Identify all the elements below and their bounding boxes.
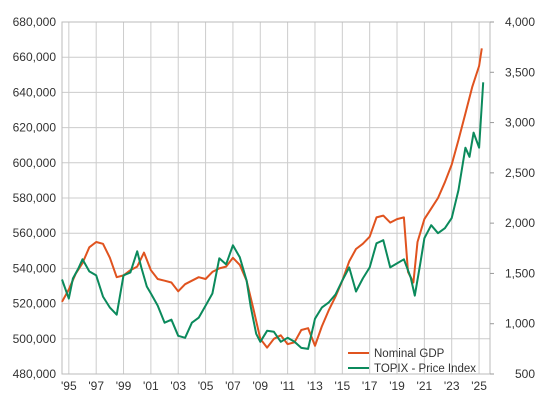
y-right-tick-label: 1,500 xyxy=(505,266,535,280)
y-right-tick-label: 500 xyxy=(515,367,535,381)
y-right-axis: 500 1,000 1,500 2,000 2,500 3,000 3,500 4,000 xyxy=(490,15,535,381)
x-axis: '95 '97 '99 '01 '03 '05 '07 '09 '11 '13 '15 '17 '19 '… xyxy=(61,379,487,393)
y-left-tick-label: 620,000 xyxy=(13,121,57,135)
y-right-tick-label: 2,500 xyxy=(505,166,535,180)
series-layer xyxy=(61,48,485,350)
x-tick-label: '97 xyxy=(88,379,104,393)
x-tick-label: '17 xyxy=(362,379,378,393)
y-left-axis: 480,000 500,000 520,000 540,000 560,000 580,0… xyxy=(13,15,57,381)
y-right-tick-label: 3,000 xyxy=(505,116,535,130)
y-right-tick-label: 1,000 xyxy=(505,317,535,331)
x-tick-label: '07 xyxy=(225,379,241,393)
y-left-tick-label: 480,000 xyxy=(13,367,57,381)
x-tick-label: '05 xyxy=(198,379,214,393)
y-right-tick-label: 2,000 xyxy=(505,216,535,230)
legend-label-topix: TOPIX - Price Index xyxy=(374,363,476,375)
series-line-topix xyxy=(61,82,485,350)
y-left-tick-label: 640,000 xyxy=(13,85,57,99)
y-right-tick-label: 4,000 xyxy=(505,15,535,29)
legend: Nominal GDP TOPIX - Price Index xyxy=(348,348,476,375)
x-tick-label: '99 xyxy=(116,379,132,393)
x-tick-label: '21 xyxy=(417,379,433,393)
plot-area-border xyxy=(61,21,491,375)
y-left-tick-label: 520,000 xyxy=(13,297,57,311)
x-tick-label: '13 xyxy=(307,379,323,393)
y-left-tick-label: 500,000 xyxy=(13,332,57,346)
y-right-tick-label: 3,500 xyxy=(505,65,535,79)
x-tick-label: '95 xyxy=(61,379,77,393)
legend-label-nominal-gdp: Nominal GDP xyxy=(374,348,445,360)
y-left-tick-label: 540,000 xyxy=(13,261,57,275)
y-left-tick-label: 660,000 xyxy=(13,50,57,64)
x-tick-label: '23 xyxy=(444,379,460,393)
y-left-tick-label: 560,000 xyxy=(13,226,57,240)
x-tick-label: '11 xyxy=(280,379,295,393)
y-left-tick-label: 680,000 xyxy=(13,15,57,29)
x-tick-label: '09 xyxy=(252,379,268,393)
x-tick-label: '01 xyxy=(143,379,159,393)
y-left-tick-label: 600,000 xyxy=(13,156,57,170)
gridlines xyxy=(62,21,490,375)
y-left-tick-label: 580,000 xyxy=(13,191,57,205)
x-tick-label: '15 xyxy=(334,379,350,393)
x-tick-label: '25 xyxy=(471,379,487,393)
x-tick-label: '03 xyxy=(170,379,186,393)
x-tick-label: '19 xyxy=(389,379,405,393)
